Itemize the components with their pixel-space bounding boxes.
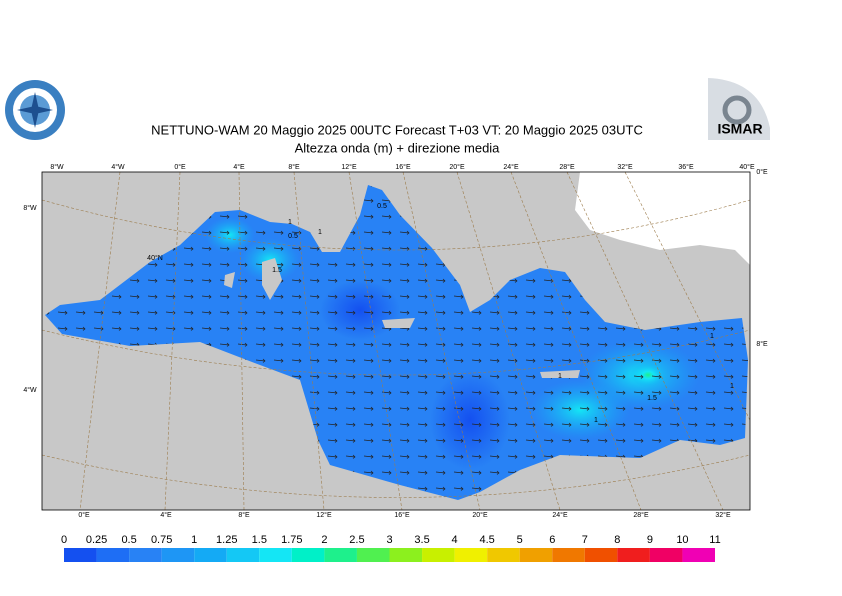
colorbar-box [226, 548, 260, 562]
top-lon-label: 12°E [341, 163, 357, 171]
colorbar-label: 1.75 [281, 534, 302, 546]
colorbar-box [422, 548, 455, 562]
colorbar-box [64, 548, 97, 562]
colorbar-box [649, 548, 683, 562]
colorbar-box [487, 548, 520, 562]
colorbar-label: 3.5 [414, 534, 429, 546]
bottom-lon-label: 24°E [552, 511, 568, 519]
colorbar-label: 1 [191, 534, 197, 546]
contour-label: 1.5 [272, 267, 282, 274]
colorbar-box [291, 548, 325, 562]
colorbar-label: 5 [517, 534, 523, 546]
bottom-lon-label: 32°E [715, 511, 731, 519]
colorbar-box [96, 548, 130, 562]
colorbar-box [389, 548, 423, 562]
colorbar-label: 9 [647, 534, 653, 546]
colorbar-label: 2 [321, 534, 327, 546]
colorbar-box [161, 548, 195, 562]
colorbar-box [682, 548, 715, 562]
contour-label: 1 [558, 373, 562, 380]
bottom-lon-label: 4°E [160, 511, 172, 519]
top-lon-label: 0°E [174, 163, 186, 171]
colorbar-label: 0.75 [151, 534, 172, 546]
colorbar-label: 7 [582, 534, 588, 546]
colorbar-box [194, 548, 227, 562]
colorbar-label: 2.5 [349, 534, 364, 546]
colorbar-label: 6 [549, 534, 555, 546]
contour-label: 1 [318, 229, 322, 236]
colorbar-label: 4.5 [480, 534, 495, 546]
colorbar-box [552, 548, 585, 562]
colorbar-box [324, 548, 357, 562]
lat-label: 40°N [147, 254, 163, 262]
left-label: 8°W [23, 204, 37, 212]
colorbar-label: 0.25 [86, 534, 107, 546]
right-label: 0°E [756, 168, 768, 176]
bottom-lon-label: 28°E [633, 511, 649, 519]
colorbar-label: 1.5 [252, 534, 267, 546]
top-lon-label: 24°E [503, 163, 519, 171]
left-label: 4°W [23, 386, 37, 394]
colorbar-label: 0.5 [121, 534, 136, 546]
top-lon-label: 4°E [233, 163, 245, 171]
top-lon-label: 20°E [449, 163, 465, 171]
colorbar-label: 0 [61, 534, 67, 546]
title: NETTUNO-WAM 20 Maggio 2025 00UTC Forecas… [151, 122, 643, 137]
colorbar-box [617, 548, 650, 562]
bottom-lon-label: 20°E [472, 511, 488, 519]
colorbar-label: 3 [386, 534, 392, 546]
logo-right: ISMAR [708, 78, 770, 140]
colorbar-box [259, 548, 292, 562]
colorbar-label: 4 [452, 534, 458, 546]
colorbar-box [129, 548, 162, 562]
top-lon-label: 36°E [678, 163, 694, 171]
top-lon-label: 40°E [739, 163, 755, 171]
contour-label: 1 [594, 417, 598, 424]
subtitle: Altezza onda (m) + direzione media [295, 140, 501, 155]
contour-label: 1 [730, 383, 734, 390]
logo-text: ISMAR [717, 121, 762, 137]
top-lon-label: 8°W [50, 163, 64, 171]
colorbar-label: 10 [676, 534, 688, 546]
top-lon-label: 28°E [559, 163, 575, 171]
contour-label: 1 [288, 219, 292, 226]
bottom-lon-label: 16°E [394, 511, 410, 519]
logo-left [5, 80, 65, 140]
top-lon-label: 16°E [395, 163, 411, 171]
colorbar-label: 11 [709, 534, 720, 546]
colorbar-box [519, 548, 553, 562]
colorbar-box [584, 548, 618, 562]
bottom-lon-label: 0°E [78, 511, 90, 519]
map [42, 172, 750, 510]
contour-label: 1 [710, 333, 714, 340]
top-lon-label: 4°W [111, 163, 125, 171]
bottom-lon-label: 12°E [316, 511, 332, 519]
map-frame [41, 171, 751, 511]
contour-label: 0.5 [288, 233, 298, 240]
top-lon-label: 32°E [617, 163, 633, 171]
colorbar-label: 1.25 [216, 534, 237, 546]
colorbar-box [356, 548, 390, 562]
colorbar-box [454, 548, 488, 562]
bottom-lon-label: 8°E [238, 511, 250, 519]
colorbar-label: 8 [614, 534, 620, 546]
top-lon-label: 8°E [288, 163, 300, 171]
contour-label: 1.5 [647, 395, 657, 402]
right-label: 8°E [756, 340, 768, 348]
contour-label: 0.5 [377, 203, 387, 210]
